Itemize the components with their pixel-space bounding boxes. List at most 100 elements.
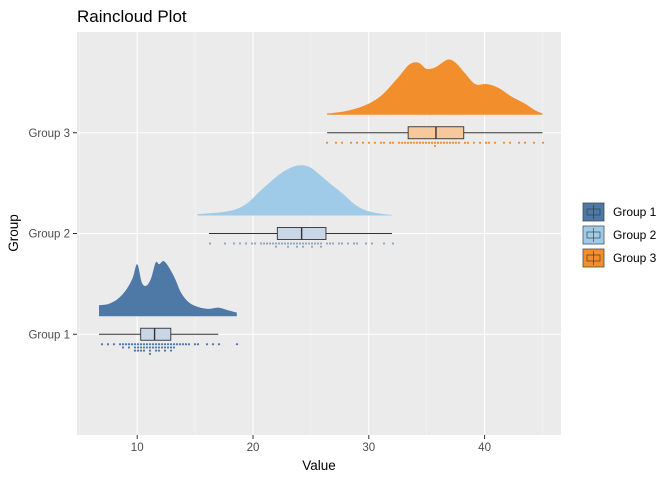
group-1-point-6 bbox=[124, 343, 128, 346]
group-2-point-26 bbox=[304, 242, 308, 245]
legend-label-3: Group 3 bbox=[613, 251, 657, 265]
group-3-point-35 bbox=[466, 141, 470, 144]
group-2-point-9 bbox=[265, 242, 269, 245]
group-1-point-18 bbox=[139, 349, 143, 352]
group-1-point-29 bbox=[151, 346, 155, 349]
group-1-point-10 bbox=[133, 343, 137, 346]
group-1-point-7 bbox=[127, 343, 131, 346]
group-2-point-29 bbox=[310, 245, 314, 248]
group-3-point-5 bbox=[361, 141, 365, 144]
group-3-point-42 bbox=[508, 141, 512, 144]
group-2-point-22 bbox=[295, 245, 299, 248]
group-3-point-32 bbox=[454, 141, 458, 144]
group-2-point-4 bbox=[244, 242, 248, 245]
group-3-point-24 bbox=[433, 141, 437, 144]
group-2-point-0 bbox=[208, 242, 212, 245]
legend-swatch-box-2 bbox=[586, 231, 601, 239]
group-1-point-12 bbox=[133, 349, 137, 352]
x-tick-label-1: 20 bbox=[247, 442, 260, 454]
group-1-point-31 bbox=[154, 346, 158, 349]
group-1-point-16 bbox=[139, 343, 143, 346]
group-1-point-2 bbox=[112, 343, 116, 346]
group-1-point-36 bbox=[160, 343, 164, 346]
x-tick-label-0: 10 bbox=[131, 442, 144, 454]
group-2-point-2 bbox=[232, 242, 236, 245]
legend: Group 1 Group 2 Group 3 bbox=[582, 202, 657, 268]
group-1-point-42 bbox=[166, 346, 170, 349]
group-2-point-30 bbox=[313, 242, 317, 245]
group-2-point-18 bbox=[286, 245, 290, 248]
group-3-point-8 bbox=[379, 141, 383, 144]
group-2-point-27 bbox=[307, 242, 311, 245]
group-2-point-15 bbox=[280, 242, 284, 245]
group-3-point-46 bbox=[541, 141, 545, 144]
axes-layer: 10 20 30 40 Group 1 Group 2 Group 3 bbox=[28, 128, 491, 454]
group-3-point-30 bbox=[448, 141, 452, 144]
group-2-point-14 bbox=[277, 242, 281, 245]
group-2-point-39 bbox=[346, 242, 350, 245]
group-2-point-11 bbox=[271, 242, 275, 245]
group-1-point-0 bbox=[100, 343, 104, 346]
group-3-point-26 bbox=[436, 141, 440, 144]
group-2-point-44 bbox=[382, 242, 386, 245]
group-1-point-26 bbox=[148, 349, 152, 352]
group-3-point-45 bbox=[532, 141, 536, 144]
legend-item-1: Group 1 bbox=[582, 202, 657, 222]
group-3-point-14 bbox=[403, 141, 407, 144]
group-1-point-24 bbox=[148, 343, 152, 346]
group-1-point-39 bbox=[163, 346, 167, 349]
group-3-point-6 bbox=[367, 141, 371, 144]
group-1-point-47 bbox=[172, 346, 176, 349]
group-3-point-22 bbox=[427, 141, 431, 144]
group-3-point-2 bbox=[340, 141, 344, 144]
group-2-point-38 bbox=[340, 242, 344, 245]
group-3-raincloud bbox=[325, 59, 545, 148]
group-1-point-53 bbox=[193, 343, 197, 346]
group-1-point-30 bbox=[154, 343, 158, 346]
group-1-point-52 bbox=[187, 343, 191, 346]
group-3-point-1 bbox=[334, 141, 338, 144]
group-3-point-12 bbox=[397, 141, 401, 144]
chart-title: Raincloud Plot bbox=[77, 7, 187, 26]
group-2-point-7 bbox=[259, 242, 263, 245]
group-2-point-5 bbox=[250, 242, 254, 245]
group-3-point-44 bbox=[523, 141, 527, 144]
group-2-point-35 bbox=[328, 242, 332, 245]
group-1-point-13 bbox=[136, 343, 140, 346]
group-3-point-36 bbox=[472, 141, 476, 144]
group-2-point-25 bbox=[301, 245, 305, 248]
group-3-point-25 bbox=[433, 144, 437, 148]
group-1-point-1 bbox=[106, 343, 110, 346]
group-3-point-31 bbox=[451, 141, 455, 144]
group-3-point-23 bbox=[430, 141, 434, 144]
group-3-point-20 bbox=[421, 141, 425, 144]
group-1-point-33 bbox=[157, 343, 161, 346]
group-1-point-20 bbox=[142, 346, 146, 349]
group-1-point-34 bbox=[157, 346, 161, 349]
group-1-raincloud bbox=[99, 261, 239, 355]
group-2-point-33 bbox=[319, 245, 323, 248]
group-3-point-37 bbox=[478, 141, 482, 144]
x-tick-label-3: 40 bbox=[478, 442, 491, 454]
group-3-point-3 bbox=[349, 141, 353, 144]
group-1-point-14 bbox=[136, 346, 140, 349]
group-1-density bbox=[99, 261, 237, 317]
group-2-density bbox=[197, 165, 392, 216]
group-1-point-38 bbox=[163, 343, 167, 346]
group-3-point-21 bbox=[424, 141, 428, 144]
group-3-point-33 bbox=[457, 141, 461, 144]
group-1-point-54 bbox=[196, 343, 200, 346]
group-3-point-34 bbox=[463, 141, 467, 144]
group-2-point-45 bbox=[391, 242, 395, 245]
group-1-point-40 bbox=[163, 349, 167, 352]
group-1-point-23 bbox=[145, 346, 149, 349]
x-axis-title: Value bbox=[302, 458, 336, 473]
group-2-point-19 bbox=[289, 242, 293, 245]
group-1-point-41 bbox=[166, 343, 170, 346]
group-2-point-20 bbox=[292, 242, 296, 245]
group-1-point-56 bbox=[211, 343, 215, 346]
group-2-point-16 bbox=[283, 242, 287, 245]
legend-item-2: Group 2 bbox=[582, 225, 657, 245]
group-2-point-31 bbox=[316, 242, 320, 245]
